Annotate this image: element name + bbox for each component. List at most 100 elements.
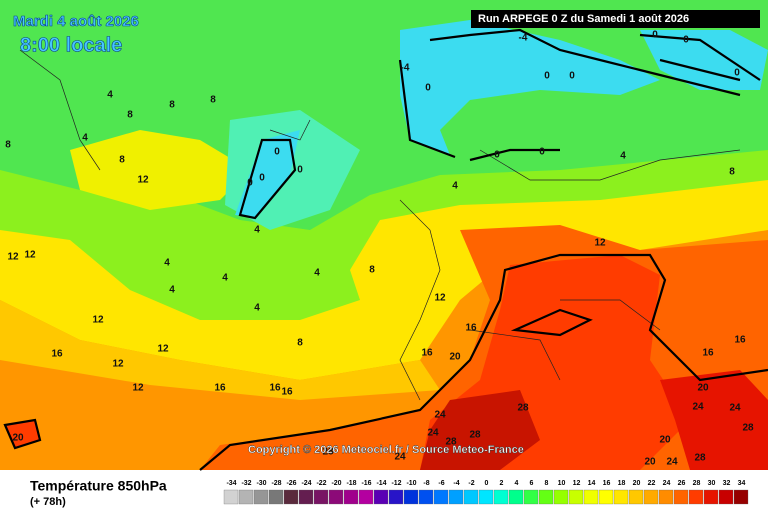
legend-swatch — [298, 489, 314, 505]
field-title: Température 850hPa — [30, 478, 167, 494]
legend-tick-label: 10 — [558, 480, 566, 487]
contour-label: 16 — [51, 349, 63, 360]
contour-label: 16 — [214, 383, 226, 394]
legend-swatch — [313, 489, 329, 505]
contour-label: 24 — [692, 402, 704, 413]
legend-swatch — [343, 489, 359, 505]
legend-swatch — [523, 489, 539, 505]
lead-time: (+ 78h) — [30, 496, 66, 508]
legend-tick-label: 0 — [485, 480, 489, 487]
valid-time: 8:00 locale — [20, 34, 122, 56]
isotherm — [199, 253, 768, 471]
contour-label: 20 — [659, 435, 671, 446]
contour-label: 0 — [652, 30, 658, 41]
legend-tick-label: 32 — [723, 480, 731, 487]
legend-tick-label: -12 — [391, 480, 401, 487]
legend-tick-label: -24 — [301, 480, 311, 487]
legend-swatch — [538, 489, 554, 505]
contour-label: 0 — [683, 35, 689, 46]
isotherm — [639, 33, 761, 82]
legend-swatch — [658, 489, 674, 505]
warm-patch — [70, 130, 250, 210]
contour-label: 0 — [259, 173, 265, 184]
contour-label: 4 — [254, 303, 260, 314]
legend-swatch — [688, 489, 704, 505]
legend-tick-label: -14 — [376, 480, 386, 487]
legend-tick-label: 4 — [515, 480, 519, 487]
legend-swatch — [478, 489, 494, 505]
color-legend: -34 -32 -30 -28 -26 -24 -22 -20 -18 -16 -14 -12 -10-… — [223, 480, 749, 505]
contour-label: 8 — [127, 110, 133, 121]
legend-tick-label: 6 — [530, 480, 534, 487]
hot-core — [5, 420, 40, 448]
hot-core — [660, 370, 768, 470]
legend-tick-label: -22 — [316, 480, 326, 487]
contour-label: -4 — [519, 33, 528, 44]
legend-swatch — [568, 489, 584, 505]
legend-swatch — [643, 489, 659, 505]
contour-label: 12 — [137, 175, 149, 186]
contour-label: 0 — [247, 178, 253, 189]
contour-label: 16 — [465, 323, 477, 334]
legend-swatch — [268, 489, 284, 505]
coastline — [19, 49, 741, 401]
contour-label: 4 — [107, 90, 113, 101]
legend-tick-label: 8 — [545, 480, 549, 487]
contour-label: 12 — [434, 293, 446, 304]
legend-tick-label: -20 — [331, 480, 341, 487]
legend-tick-label: 28 — [693, 480, 701, 487]
contour-label: 12 — [92, 315, 104, 326]
contour-label: 12 — [132, 383, 144, 394]
legend-tick-label: 34 — [738, 480, 746, 487]
contour-label: 12 — [594, 238, 606, 249]
legend-tick-label: -6 — [438, 480, 444, 487]
run-info: Run ARPEGE 0 Z du Samedi 1 août 2026 — [478, 13, 689, 25]
legend-tick-label: 30 — [708, 480, 716, 487]
legend-swatch — [583, 489, 599, 505]
legend-swatch — [718, 489, 734, 505]
contour-label: 16 — [281, 387, 293, 398]
contour-label: 12 — [7, 252, 19, 263]
contour-label: 16 — [269, 383, 281, 394]
contour-label: 0 — [569, 71, 575, 82]
legend-tick-label: -4 — [453, 480, 459, 487]
legend-swatch — [253, 489, 269, 505]
contour-label: 24 — [729, 403, 741, 414]
contour-label: 4 — [452, 181, 458, 192]
legend-swatch — [448, 489, 464, 505]
contour-label: 28 — [469, 430, 481, 441]
contour-label: 12 — [24, 250, 36, 261]
contour-label: 16 — [734, 335, 746, 346]
legend-tick-label: 12 — [573, 480, 581, 487]
legend-swatch — [283, 489, 299, 505]
contour-label: 8 — [369, 265, 375, 276]
legend-tick-label: 2 — [500, 480, 504, 487]
legend-swatch — [508, 489, 524, 505]
legend-tick-label: -28 — [271, 480, 281, 487]
cold-pool — [640, 30, 768, 90]
legend-tick-label: 16 — [603, 480, 611, 487]
contour-label: 16 — [421, 348, 433, 359]
legend-swatch — [553, 489, 569, 505]
legend-swatch — [613, 489, 629, 505]
legend-tick-label: -18 — [346, 480, 356, 487]
contour-label: 4 — [82, 133, 88, 144]
legend-tick-label: -2 — [468, 480, 474, 487]
legend-tick-label: 22 — [648, 480, 656, 487]
contour-label: 8 — [729, 167, 735, 178]
contour-label: 8 — [169, 100, 175, 111]
warm-band — [0, 300, 440, 400]
legend-swatch — [418, 489, 434, 505]
legend-swatch — [388, 489, 404, 505]
legend-swatch — [223, 489, 239, 505]
contour-label: 12 — [112, 359, 124, 370]
isotherm — [398, 28, 741, 162]
legend-swatch — [238, 489, 254, 505]
legend-tick-label: -30 — [256, 480, 266, 487]
legend-swatch — [403, 489, 419, 505]
run-box — [471, 10, 760, 28]
contour-label: 4 — [620, 151, 626, 162]
legend-swatch — [493, 489, 509, 505]
contour-label: 28 — [517, 403, 529, 414]
